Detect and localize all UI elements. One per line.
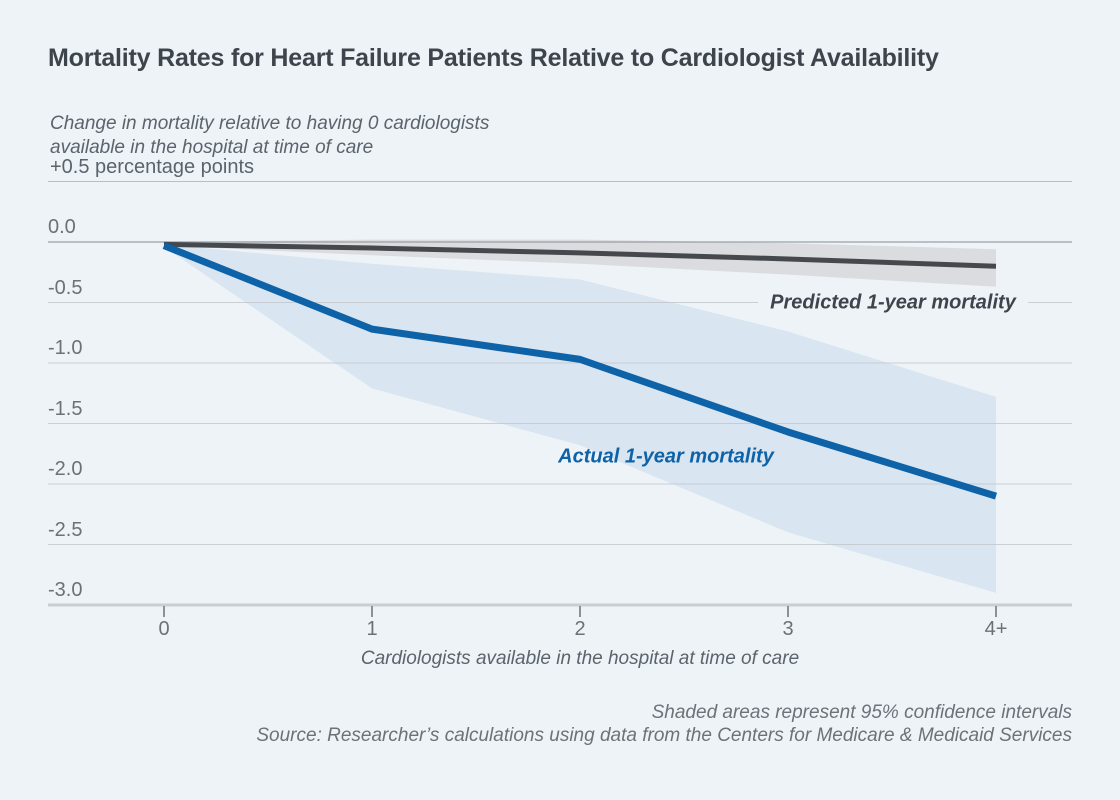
predicted-line [163,241,997,269]
x-tick-label-3: 3 [782,618,794,640]
predicted-confidence-band [164,239,996,287]
footnote-ci-line: Shaded areas represent 95% confidence in… [651,702,1072,723]
footnote-source-line: Source: Researcher’s calculations using … [256,725,1072,746]
x-tick-label-4+: 4+ [984,618,1008,640]
chart-subtitle-line1: Change in mortality relative to having 0… [50,113,490,134]
chart-subtitle-line2: available in the hospital at time of car… [50,137,374,158]
x-tick-label-1: 1 [366,618,378,640]
predicted-series-label: Predicted 1-year mortality [758,289,1028,317]
chart-title: Mortality Rates for Heart Failure Patien… [48,44,939,72]
y-tick-label--2.0: -2.0 [48,458,83,480]
actual-series-label: Actual 1-year mortality [558,445,774,468]
actual-line [162,242,998,500]
x-tick-label-0: 0 [158,618,170,640]
chart-subtitle: Change in mortality relative to having 0… [50,112,489,160]
y-tick-label--3.0: -3.0 [48,579,83,601]
y-axis-unit-label: +0.5 percentage points [50,156,255,178]
y-tick-label--1.0: -1.0 [48,337,83,359]
x-tick-label-2: 2 [574,618,586,640]
y-tick-label--1.5: -1.5 [48,397,83,420]
y-tick-label--2.5: -2.5 [48,518,83,541]
x-axis-title: Cardiologists available in the hospital … [360,648,800,669]
y-tick-label-0.0: 0.0 [48,216,76,238]
y-tick-label--0.5: -0.5 [48,276,83,299]
footnote: Shaded areas represent 95% confidence in… [256,701,1072,747]
